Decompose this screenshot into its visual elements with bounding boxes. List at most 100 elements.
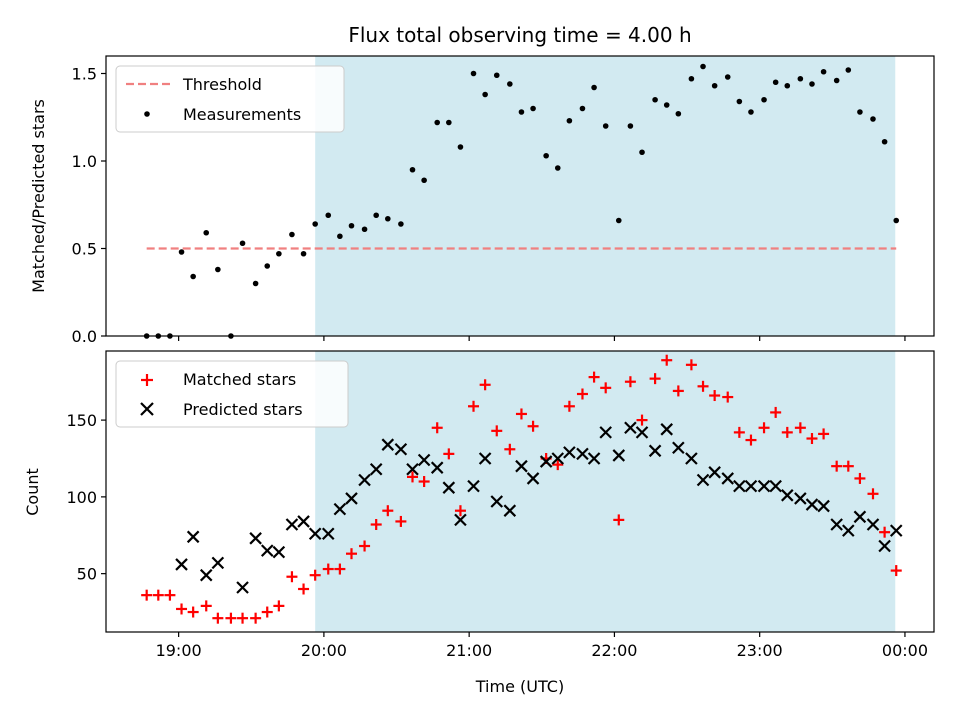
matched-star-point [504,443,516,455]
measurement-point [627,123,634,129]
measurement-point [203,229,210,236]
measurement-point [300,250,307,257]
measurement-point [820,68,827,75]
measurement-point [688,75,695,82]
predicted-star-point [394,442,408,456]
matched-star-point [722,391,734,403]
top-y-axis-label: Matched/Predicted stars [29,99,48,293]
predicted-star-point [381,438,395,451]
predicted-star-point [794,492,807,505]
measurement-point [264,263,271,269]
measurement-point [361,226,368,233]
predicted-star-point [781,489,794,502]
predicted-star-point [186,530,200,544]
predicted-star-point [236,581,249,594]
measurement-point [554,165,561,171]
x-tick-label: 20:00 [301,641,347,660]
measurement-point [833,77,840,84]
matched-star-point [624,376,636,388]
matched-star-point [552,459,564,471]
matched-star-point [176,603,188,615]
matched-star-point [867,488,879,500]
predicted-star-point [769,479,782,493]
predicted-star-point [635,426,649,439]
measurement-point [434,119,441,126]
x-tick-label: 19:00 [156,641,202,660]
matched-star-point [443,448,455,460]
predicted-star-point [599,426,612,439]
top-y-tick-label: 1.5 [72,65,97,84]
bottom-legend-box [115,360,349,428]
matched-star-point [454,505,466,517]
predicted-star-point [260,544,274,557]
legend-measurements-marker [144,111,150,117]
measurement-point [325,212,332,219]
predicted-star-point [442,481,456,494]
predicted-star-point [685,452,698,465]
bottom-y-ticks: 50 100 150 [66,411,106,584]
measurement-point [178,249,185,255]
bottom-y-tick-label: 50 [77,565,97,584]
matched-star-point [431,422,443,434]
measurement-point [373,212,379,219]
measurement-point [289,231,295,238]
measurement-point [482,91,488,98]
predicted-star-point [842,524,855,537]
predicted-star-point [345,492,358,505]
predicted-star-point [454,513,467,527]
top-x-ticks [178,336,906,341]
matched-star-point [733,426,745,438]
predicted-star-point [199,568,213,582]
matched-star-point [879,526,891,538]
top-legend: Threshold Measurements [115,65,345,133]
measurement-point [748,109,754,115]
matched-star-point [187,606,199,618]
measurement-point [772,79,779,86]
matched-star-point [200,600,212,612]
matched-star-point [890,565,902,577]
measurement-point [190,273,196,280]
matched-star-point [697,380,709,392]
top-y-tick-label: 0.0 [72,327,97,346]
bottom-x-ticks: 19:00 20:00 21:00 22:00 23:00 00:00 [156,632,928,660]
matched-star-point [636,414,648,426]
matched-star-point [672,385,684,397]
predicted-star-point [297,515,310,528]
measurement-point [385,215,391,222]
measurement-point [881,138,888,145]
measurement-point [663,102,670,108]
matched-star-point [286,571,298,583]
measurement-point [409,166,416,173]
matched-star-point [382,505,394,517]
matched-star-point [576,388,588,400]
measurement-point [639,149,645,156]
measurement-point [518,109,525,115]
matched-star-point [794,422,806,434]
matched-star-point [225,612,237,624]
matched-star-point [298,583,310,595]
matched-star-point [781,426,793,438]
measurement-point [579,105,586,112]
legend-matched-marker [141,374,153,386]
matched-star-point [395,515,407,527]
measurement-point [761,96,767,103]
matched-star-point [273,600,285,612]
measurement-point [543,152,549,159]
predicted-star-point [853,510,867,524]
top-shaded-span [315,56,896,336]
predicted-star-point [417,453,431,467]
bottom-marks [141,354,903,624]
predicted-star-point [830,518,843,531]
top-axes-frame [105,55,935,337]
predicted-star-point [490,495,504,508]
measurement-point [252,280,259,287]
matched-star-point [770,406,782,418]
bottom-y-tick-label: 100 [66,488,97,507]
matched-star-point [649,373,661,385]
predicted-star-point [515,459,528,473]
predicted-star-point [503,504,517,517]
matched-star-point [407,471,419,483]
matched-star-point [370,519,382,531]
matched-star-point [709,390,721,402]
